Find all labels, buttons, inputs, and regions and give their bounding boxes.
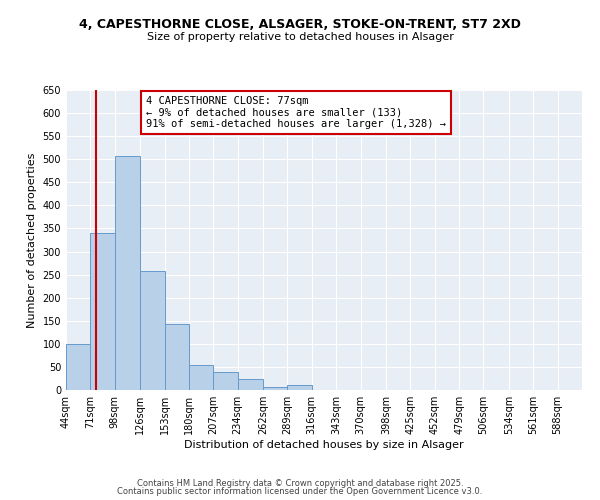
X-axis label: Distribution of detached houses by size in Alsager: Distribution of detached houses by size … bbox=[184, 440, 464, 450]
Bar bbox=[140, 272, 164, 390]
Bar bbox=[263, 387, 287, 390]
Text: Contains HM Land Registry data © Crown copyright and database right 2025.: Contains HM Land Registry data © Crown c… bbox=[137, 478, 463, 488]
Bar bbox=[115, 156, 140, 390]
Text: 4 CAPESTHORNE CLOSE: 77sqm
← 9% of detached houses are smaller (133)
91% of semi: 4 CAPESTHORNE CLOSE: 77sqm ← 9% of detac… bbox=[146, 96, 446, 129]
Bar bbox=[189, 365, 213, 390]
Bar bbox=[238, 379, 263, 390]
Y-axis label: Number of detached properties: Number of detached properties bbox=[27, 152, 37, 328]
Text: 4, CAPESTHORNE CLOSE, ALSAGER, STOKE-ON-TRENT, ST7 2XD: 4, CAPESTHORNE CLOSE, ALSAGER, STOKE-ON-… bbox=[79, 18, 521, 30]
Bar bbox=[66, 344, 91, 390]
Bar bbox=[287, 386, 312, 390]
Bar bbox=[213, 372, 238, 390]
Bar bbox=[91, 233, 115, 390]
Text: Size of property relative to detached houses in Alsager: Size of property relative to detached ho… bbox=[146, 32, 454, 42]
Text: Contains public sector information licensed under the Open Government Licence v3: Contains public sector information licen… bbox=[118, 487, 482, 496]
Bar bbox=[164, 324, 189, 390]
